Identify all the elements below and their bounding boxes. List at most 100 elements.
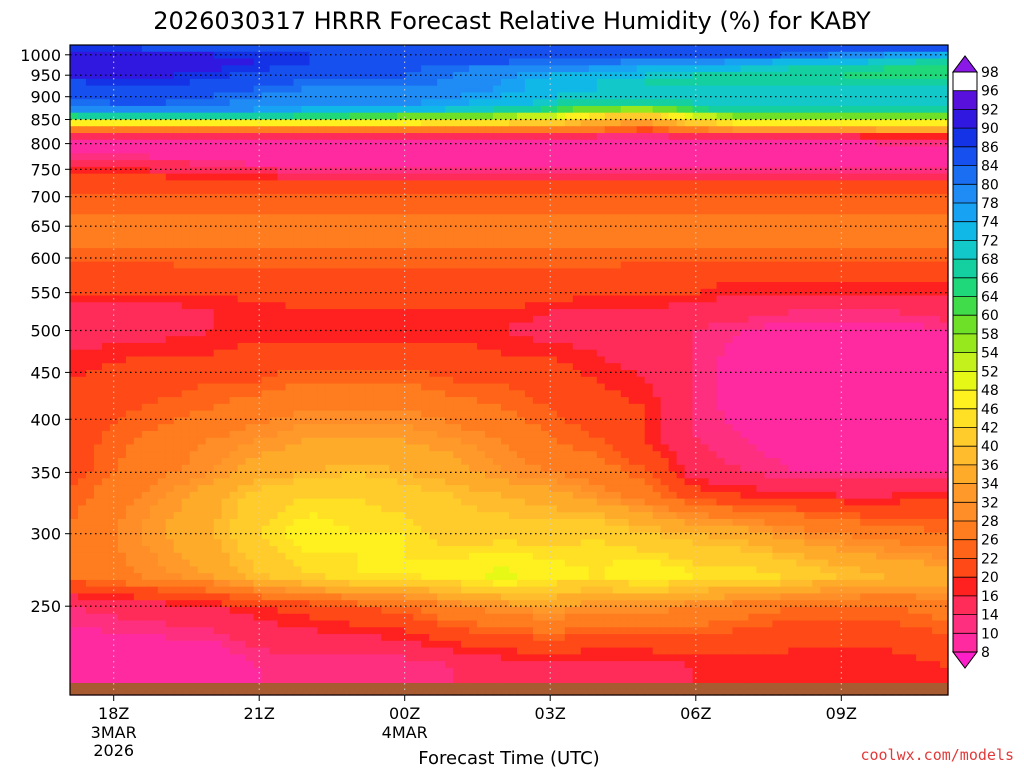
rh-cell xyxy=(109,173,119,182)
rh-cell xyxy=(564,322,574,330)
rh-cell xyxy=(101,153,111,161)
rh-cell xyxy=(341,65,350,73)
rh-cell xyxy=(572,302,582,310)
rh-cell xyxy=(341,302,350,310)
rh-cell xyxy=(373,65,382,73)
rh-cell xyxy=(852,275,861,283)
rh-cell xyxy=(469,99,478,107)
rh-cell xyxy=(844,72,853,80)
rh-cell xyxy=(205,187,215,195)
rh-cell xyxy=(580,342,590,351)
rh-cell xyxy=(389,221,398,229)
rh-cell xyxy=(501,78,510,87)
rh-cell xyxy=(133,295,143,303)
rh-cell xyxy=(173,221,183,229)
rh-cell xyxy=(868,105,877,114)
rh-cell xyxy=(389,166,398,175)
rh-cell xyxy=(812,207,821,215)
rh-cell xyxy=(588,119,598,127)
rh-cell xyxy=(373,200,382,209)
rh-cell xyxy=(157,72,167,80)
rh-cell xyxy=(828,241,837,249)
rh-cell xyxy=(381,187,390,195)
rh-cell xyxy=(309,342,319,351)
rh-cell xyxy=(181,173,191,182)
rh-cell xyxy=(812,180,821,188)
rh-cell xyxy=(940,105,949,114)
rh-cell xyxy=(868,221,877,229)
rh-cell xyxy=(405,92,414,100)
rh-cell xyxy=(900,187,909,195)
rh-cell xyxy=(173,254,183,263)
rh-cell xyxy=(716,92,726,100)
rh-cell xyxy=(844,221,853,229)
rh-cell xyxy=(317,200,327,209)
rh-cell xyxy=(748,139,758,148)
rh-cell xyxy=(325,160,334,168)
rh-cell xyxy=(381,133,390,141)
rh-cell xyxy=(548,322,558,330)
rh-cell xyxy=(165,180,175,188)
rh-cell xyxy=(740,51,750,60)
rh-cell xyxy=(860,342,869,351)
rh-cell xyxy=(213,146,223,154)
rh-cell xyxy=(884,126,893,134)
rh-cell xyxy=(493,58,502,66)
rh-cell xyxy=(908,214,917,222)
rh-cell xyxy=(173,126,183,134)
rh-cell xyxy=(588,336,598,344)
rh-cell xyxy=(876,329,885,337)
rh-cell xyxy=(564,92,574,100)
rh-cell xyxy=(109,187,119,195)
rh-cell xyxy=(141,146,151,154)
rh-cell xyxy=(892,322,901,330)
rh-cell xyxy=(932,322,941,330)
rh-cell xyxy=(149,241,159,249)
rh-cell xyxy=(381,322,390,330)
rh-cell xyxy=(133,281,143,290)
rh-cell xyxy=(461,309,470,317)
rh-cell xyxy=(485,288,494,297)
rh-cell xyxy=(285,349,295,358)
rh-cell xyxy=(732,173,742,182)
rh-cell xyxy=(612,92,622,100)
rh-cell xyxy=(453,119,462,127)
rh-cell xyxy=(213,349,223,358)
rh-cell xyxy=(756,65,766,73)
rh-cell xyxy=(117,329,127,337)
rh-cell xyxy=(269,221,279,229)
rh-cell xyxy=(660,214,670,222)
rh-cell xyxy=(485,342,494,351)
rh-cell xyxy=(429,214,438,222)
rh-cell xyxy=(756,227,766,236)
rh-cell xyxy=(117,146,127,154)
rh-cell xyxy=(660,119,670,127)
rh-cell xyxy=(604,112,614,121)
rh-cell xyxy=(820,126,829,134)
rh-cell xyxy=(237,241,247,249)
rh-cell xyxy=(477,105,486,114)
rh-cell xyxy=(572,173,582,182)
rh-cell xyxy=(908,58,917,66)
rh-cell xyxy=(652,160,662,168)
rh-cell xyxy=(469,295,478,303)
rh-cell xyxy=(876,119,885,127)
rh-cell xyxy=(253,119,263,127)
rh-cell xyxy=(301,65,311,73)
rh-cell xyxy=(564,336,574,344)
rh-cell xyxy=(341,133,350,141)
rh-cell xyxy=(540,105,550,114)
rh-cell xyxy=(788,160,797,168)
rh-cell xyxy=(548,153,558,161)
rh-cell xyxy=(70,214,79,222)
rh-cell xyxy=(493,193,502,202)
rh-cell xyxy=(796,78,805,87)
rh-cell xyxy=(245,126,255,134)
rh-cell xyxy=(477,160,486,168)
rh-cell xyxy=(812,85,821,93)
rh-cell xyxy=(628,288,638,297)
rh-cell xyxy=(349,105,358,114)
rh-cell xyxy=(684,309,694,317)
rh-cell xyxy=(828,288,837,297)
rh-cell xyxy=(660,221,670,229)
